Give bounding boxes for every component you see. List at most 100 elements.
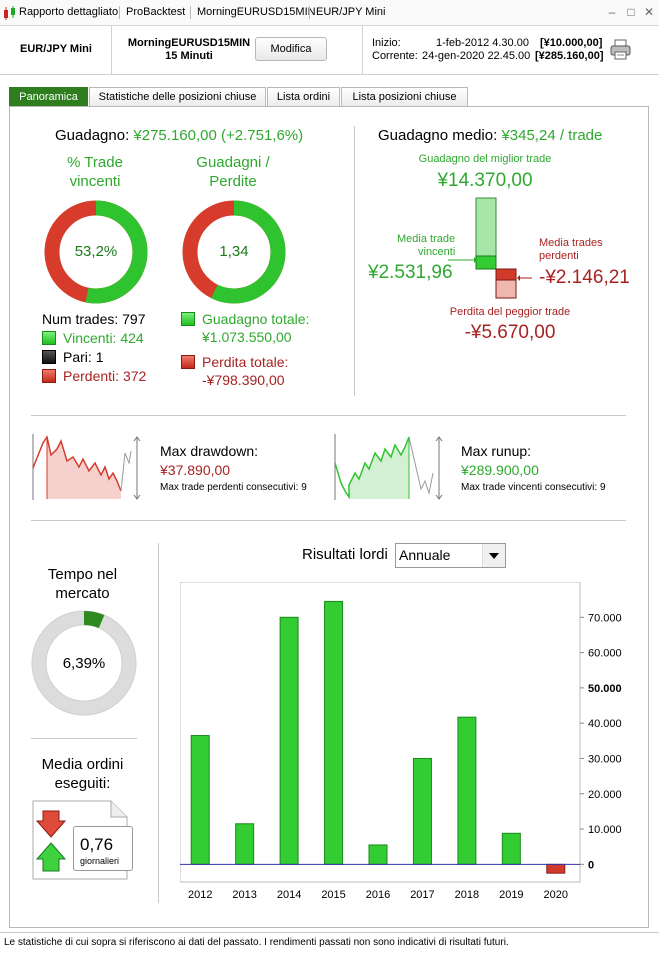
orders-title-line1: Media ordini [41,756,124,773]
max-losing-streak: Max trade perdenti consecutivi: 9 [160,482,307,493]
y-tick-label: 0 [588,859,594,871]
instrument-name: EUR/JPY Mini [20,43,92,55]
max-losing-streak-value: 9 [301,482,307,493]
max-runup-label: Max runup: [461,443,532,459]
chart-title: Risultati lordi [302,546,388,563]
x-tick-label: 2020 [544,889,568,901]
section-divider [31,738,137,739]
section-divider [31,520,626,521]
max-drawdown-value: ¥37.890,00 [160,462,231,478]
total-gain-label: Guadagno totale: [202,311,310,327]
losers-label: Perdenti: [63,368,120,384]
x-tick-label: 2018 [455,889,479,901]
bar-2015 [324,600,344,865]
close-button[interactable]: ✕ [643,5,655,19]
maximize-button[interactable]: □ [627,5,635,19]
losers-value: 372 [122,368,147,384]
losers-row: Perdenti: 372 [63,368,146,384]
x-tick-label: 2013 [232,889,256,901]
bar-2016 [368,844,388,865]
minimize-button[interactable]: – [608,5,616,19]
losers-swatch [42,369,56,383]
title-instrument: EUR/JPY Mini [316,6,386,18]
ratio-title-line1: Guadagni / [196,154,270,171]
title-probacktest: ProBacktest [126,6,186,18]
winners-label: Vincenti: [63,330,117,346]
max-winning-streak-value: 9 [599,482,606,493]
total-loss-swatch [181,355,195,369]
winrate-donut [44,200,148,304]
bar-2020 [546,863,566,874]
bar-2012 [190,735,210,865]
avg-win-label-line1: Media trade [397,233,456,245]
total-loss-value: -¥798.390,00 [202,372,285,388]
bar-2018 [457,716,477,865]
section-divider [31,415,626,416]
modify-button[interactable]: Modifica [255,37,327,61]
tab-overview[interactable]: Panoramica [9,87,88,107]
chevron-down-icon [489,553,499,559]
ratio-title-line2: Perdite [209,173,257,190]
drawdown-sparkline [32,434,141,500]
even-row: Pari: 1 [63,349,103,365]
avg-loss-label-line1: Media trades [539,237,603,249]
title-bar: Rapporto dettagliato ProBacktest Morning… [0,0,659,26]
gain-summary: Guadagno: ¥275.160,00 (+2.751,6%) [55,127,303,144]
title-separator [309,6,310,19]
header-separator [362,26,363,75]
current-capital: [¥285.160,00] [535,50,604,62]
report-header: EUR/JPY Mini MorningEURUSD15MIN 15 Minut… [0,26,659,75]
title-report: Rapporto dettagliato [19,6,119,18]
dropdown-button[interactable] [482,544,505,567]
avg-win-value: ¥2.531,96 [368,262,453,283]
market-time-donut [31,610,137,716]
avg-loss-label-line2: perdenti [539,250,579,262]
winrate-title-line2: vincenti [69,173,121,190]
best-trade-value: ¥14.370,00 [437,170,533,191]
title-strategy: MorningEURUSD15MIN [197,6,316,18]
bar-2019 [501,832,521,865]
y-tick-label: 30.000 [588,753,622,765]
y-tick-label: 60.000 [588,648,622,660]
x-tick-label: 2015 [321,889,345,901]
orders-value-box [73,826,133,871]
x-tick-label: 2014 [277,889,301,901]
start-date: 1-feb-2012 4.30.00 [436,37,529,49]
avg-gain-summary: Guadagno medio: ¥345,24 / trade [378,127,602,144]
ratio-value: 1,34 [219,243,249,260]
tab-order-list[interactable]: Lista ordini [267,87,340,106]
section-divider [158,543,159,903]
num-trades: Num trades: 797 [42,311,146,327]
max-losing-streak-label: Max trade perdenti consecutivi: [160,482,299,493]
max-winning-streak: Max trade vincenti consecutivi: 9 [461,482,606,493]
winners-row: Vincenti: 424 [63,330,144,346]
period-select[interactable]: Annuale [395,543,506,568]
y-tick-label: 20.000 [588,789,622,801]
tab-closed-positions-stats[interactable]: Statistiche delle posizioni chiuse [89,87,266,106]
title-separator [119,6,120,19]
results-bar-chart: 70.000 60.000 50.000 40.000 30.000 20.000 10.0… [180,582,622,901]
title-separator [190,6,191,19]
candlestick-icon [4,6,15,20]
avg-loss-value: -¥2.146,21 [539,267,630,288]
gain-value: ¥275.160,00 (+2.751,6%) [133,127,304,144]
even-value: 1 [95,349,104,365]
disclaimer-footer: Le statistiche di cui sopra si riferisco… [0,932,659,953]
print-icon[interactable] [610,39,632,61]
winrate-title-line1: % Trade [67,154,123,171]
current-label: Corrente: [372,50,418,62]
tab-closed-positions-list[interactable]: Lista posizioni chiuse [341,87,468,106]
winners-value: 424 [120,330,144,346]
x-tick-label: 2017 [410,889,434,901]
period-select-value: Annuale [399,547,451,563]
market-time-title-line1: Tempo nel [47,566,118,583]
max-drawdown-label: Max drawdown: [160,443,259,459]
start-capital: [¥10.000,00] [540,37,603,49]
total-loss-label: Perdita totale: [202,354,289,370]
strategy-timeframe: 15 Minuti [165,50,213,62]
worst-trade-label: Perdita del peggior trade [449,306,571,318]
avg-gain-value: ¥345,24 / trade [501,127,603,144]
y-tick-label: 40.000 [588,718,622,730]
total-gain-swatch [181,312,195,326]
max-runup-value: ¥289.900,00 [461,462,539,478]
